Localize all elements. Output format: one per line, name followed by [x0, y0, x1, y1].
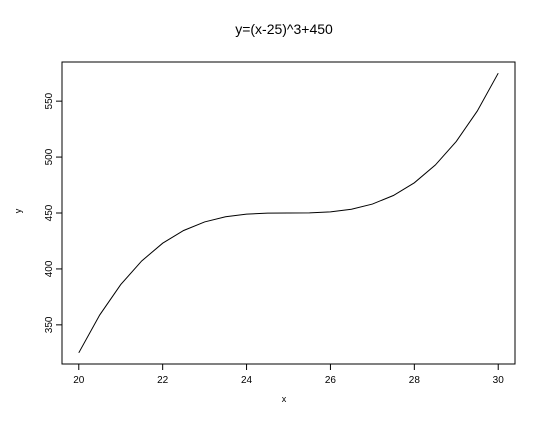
series-line	[78, 72, 499, 354]
y-tick-label: 400	[44, 260, 55, 277]
x-tick-label: 20	[73, 375, 85, 386]
x-tick-label: 24	[241, 375, 253, 386]
x-tick-label: 26	[325, 375, 337, 386]
y-tick-label: 350	[44, 316, 55, 333]
chart-title: y=(x-25)^3+450	[235, 21, 333, 37]
x-tick-label: 30	[493, 375, 505, 386]
y-tick-label: 550	[44, 92, 55, 109]
y-axis-title: y	[13, 208, 23, 213]
y-tick-label: 450	[44, 204, 55, 221]
x-axis: 20 22 24 26 28 30	[73, 363, 505, 386]
y-axis: 350 400 450 500 550	[44, 92, 63, 333]
y-tick-label: 500	[44, 148, 55, 165]
x-tick-label: 22	[157, 375, 169, 386]
x-tick-label: 28	[409, 375, 421, 386]
x-axis-title: x	[282, 394, 287, 404]
